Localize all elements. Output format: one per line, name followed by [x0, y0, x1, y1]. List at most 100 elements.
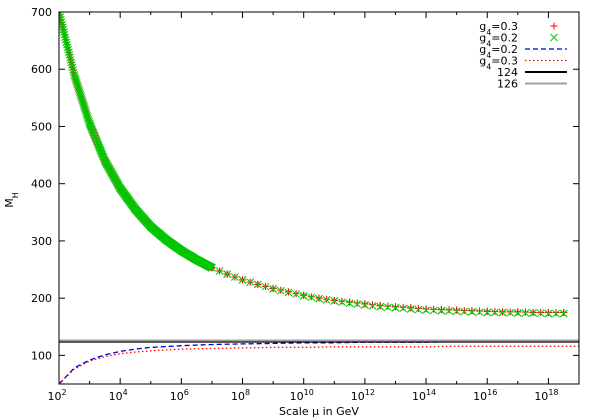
- series-0-point: [437, 306, 445, 314]
- legend-label-main: g: [479, 20, 486, 33]
- x-tick-label-mantissa: 10: [109, 390, 123, 403]
- series-0-point: [346, 298, 354, 306]
- legend-marker: [550, 22, 558, 30]
- x-tick-label-exponent: 6: [184, 388, 189, 397]
- series-1-point: [460, 307, 469, 316]
- series-1-point: [307, 293, 316, 302]
- series-1-dense-point: [59, 20, 66, 29]
- x-tick-label: 108: [231, 388, 250, 403]
- series-1-point: [269, 285, 277, 293]
- series-1-dense-point: [59, 13, 65, 21]
- series-1-point: [475, 308, 484, 317]
- series-1-dense-point: [66, 55, 75, 64]
- series-1-point: [59, 12, 63, 16]
- y-tick-label: 400: [31, 178, 52, 191]
- series-1-point: [231, 273, 239, 281]
- series-1-point: [399, 304, 407, 313]
- x-tick-label-mantissa: 10: [473, 390, 487, 403]
- series-1-point: [322, 296, 331, 304]
- y-tick-label: 700: [31, 6, 52, 19]
- series-1-point: [338, 298, 346, 307]
- legend-label-main: g: [479, 32, 486, 45]
- series-0-point: [430, 305, 438, 313]
- series-1-dense-point: [60, 30, 69, 39]
- series-1-point: [506, 308, 515, 317]
- series-1-point: [536, 309, 545, 318]
- series-1-dense-point: [68, 63, 77, 72]
- series-0-point: [460, 306, 468, 314]
- series-1-dense-point: [61, 35, 70, 44]
- x-tick-label-exponent: 4: [123, 388, 128, 397]
- series-1-points: [59, 12, 568, 318]
- y-axis-label-sub: H: [11, 192, 20, 198]
- series-1-dense-point: [59, 25, 68, 34]
- series-1-point: [253, 280, 262, 289]
- x-tick-label: 1016: [473, 388, 497, 403]
- series-0-point: [483, 307, 491, 315]
- series-1-point: [521, 309, 530, 317]
- series-1-point: [85, 119, 94, 128]
- legend-label: g4=0.3: [479, 20, 518, 37]
- series-1-point: [383, 303, 392, 312]
- series-1-point: [223, 270, 232, 278]
- series-1-point: [177, 246, 186, 255]
- series-0-point: [491, 308, 499, 316]
- series-1-dense-point: [59, 15, 65, 24]
- legend-label-sub: 4: [486, 62, 491, 71]
- series-1-dense-point: [63, 43, 72, 52]
- series-1-point: [330, 297, 339, 305]
- series-0-point: [521, 308, 529, 316]
- x-tick-label-mantissa: 10: [170, 390, 184, 403]
- legend-label-rest: =0.3: [491, 20, 518, 33]
- series-1-point: [315, 294, 323, 303]
- series-1-point: [70, 71, 79, 79]
- series-0-point: [376, 302, 384, 310]
- legend-label-main: 124: [497, 66, 518, 79]
- series-1-point: [498, 308, 507, 317]
- legend-label-main: g: [479, 43, 486, 56]
- series-1-point: [491, 308, 499, 317]
- legend-label-main: 126: [497, 78, 518, 91]
- series-3-line: [59, 345, 579, 384]
- series-1-point: [422, 306, 430, 315]
- y-tick-label: 600: [31, 63, 52, 76]
- series-1-point: [261, 282, 270, 291]
- x-tick-label: 102: [47, 388, 66, 403]
- series-0-point: [353, 299, 361, 307]
- series-0-point: [445, 306, 453, 314]
- legend-label-rest: =0.2: [491, 43, 518, 56]
- series-0-point: [537, 308, 545, 316]
- series-1-point: [368, 302, 377, 310]
- series-0-point: [476, 307, 484, 315]
- series-1-dense-point: [62, 38, 71, 47]
- y-tick-label: 200: [31, 292, 52, 305]
- x-tick-label-exponent: 18: [548, 388, 558, 397]
- x-axis-label: Scale μ in GeV: [279, 405, 359, 418]
- series-1-point: [101, 156, 109, 165]
- series-1-point: [552, 309, 560, 318]
- series-1-point: [192, 255, 201, 264]
- x-tick-label-mantissa: 10: [231, 390, 245, 403]
- series-0-point: [453, 306, 461, 314]
- series-1-dense-point: [100, 155, 109, 164]
- legend-label-sub: 4: [486, 28, 491, 37]
- series-1-point: [146, 222, 155, 231]
- plot-area: [59, 12, 579, 384]
- x-tick-label-exponent: 2: [61, 388, 66, 397]
- legend-label-main: g: [479, 55, 486, 68]
- series-1-point: [116, 184, 125, 193]
- x-tick-label: 104: [109, 388, 128, 403]
- plot-clip-group: [59, 12, 579, 384]
- y-axis-label-main: M: [3, 198, 16, 208]
- x-tick-label-exponent: 16: [487, 388, 497, 397]
- series-1-point: [353, 300, 362, 309]
- x-tick-label-exponent: 10: [304, 388, 314, 397]
- x-tick-label-exponent: 8: [245, 388, 250, 397]
- series-1-dense-point: [64, 45, 73, 54]
- axes: 102 104 106 108 1010 1012 1014 1016 101810020030…: [31, 6, 580, 403]
- series-1-dense-point: [64, 48, 73, 57]
- x-tick-label: 1014: [412, 388, 436, 403]
- series-0-point: [468, 307, 476, 315]
